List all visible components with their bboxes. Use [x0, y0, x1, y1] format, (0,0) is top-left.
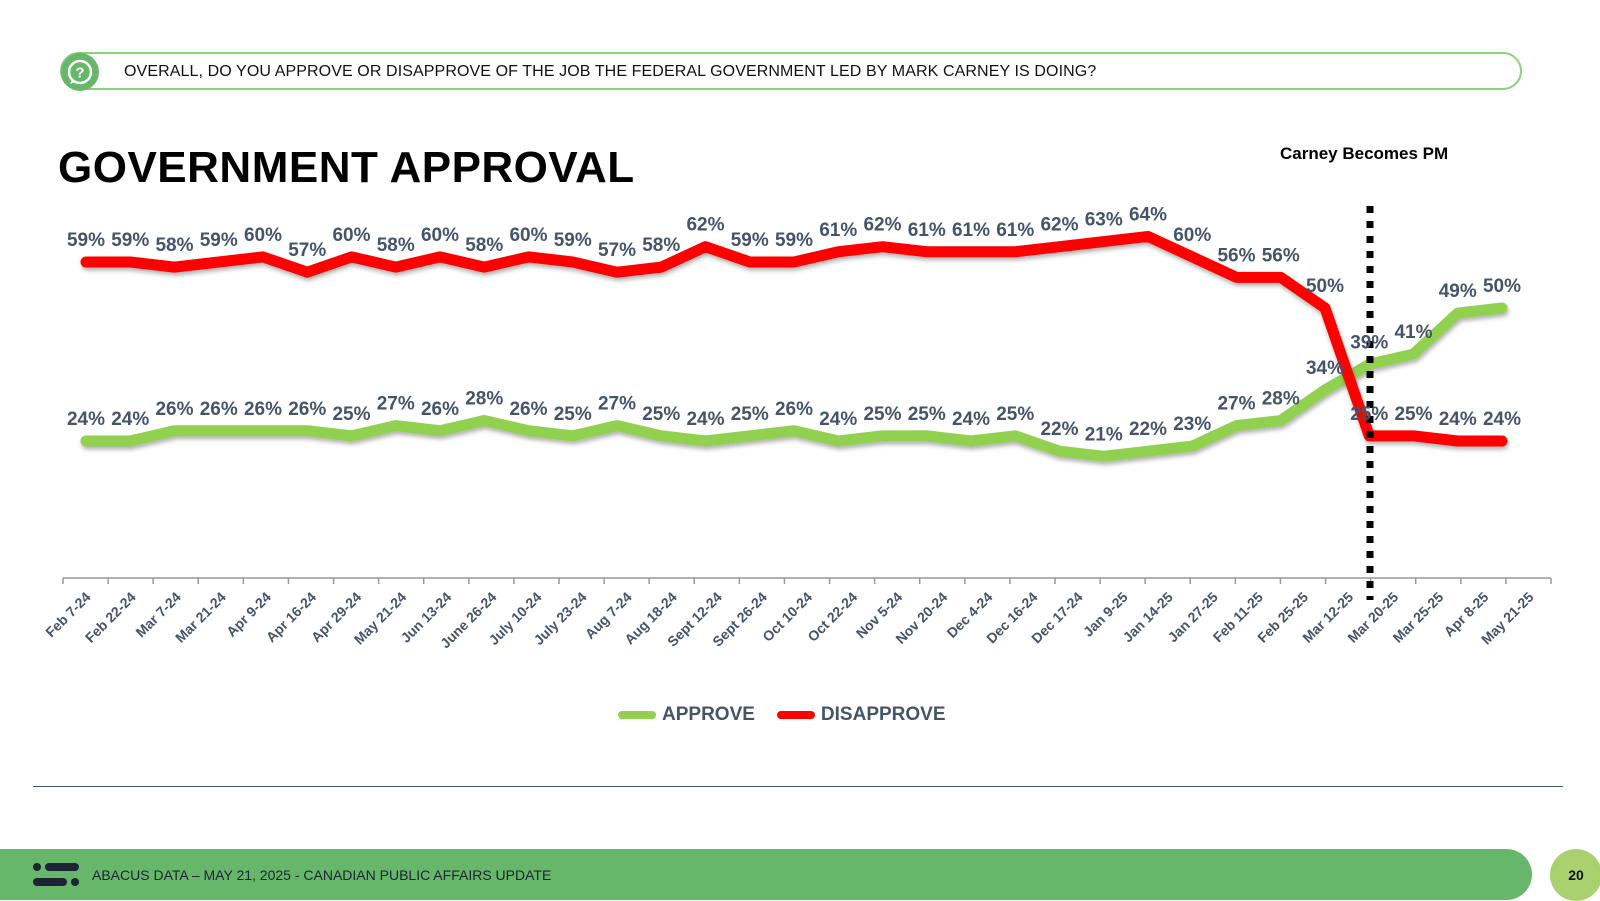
footer-bar — [0, 849, 1532, 900]
data-label: 59% — [111, 230, 149, 251]
data-label: 27% — [377, 394, 415, 415]
data-label: 26% — [288, 399, 326, 420]
data-label: 24% — [111, 409, 149, 430]
disapprove-line — [80, 230, 1508, 447]
data-label: 64% — [1129, 204, 1167, 225]
approve-line — [80, 302, 1508, 462]
data-label: 41% — [1394, 322, 1432, 343]
data-label: 21% — [1085, 424, 1123, 445]
data-label: 24% — [819, 409, 857, 430]
data-label: 24% — [1439, 409, 1477, 430]
data-label: 50% — [1483, 276, 1521, 297]
x-tick-label: Oct 22-24 — [804, 589, 860, 645]
data-label: 24% — [686, 409, 724, 430]
data-label: 58% — [155, 235, 193, 256]
legend-swatch-disapprove — [776, 711, 815, 719]
data-label: 22% — [1040, 419, 1078, 440]
data-label: 27% — [1217, 394, 1255, 415]
page-title: GOVERNMENT APPROVAL — [58, 143, 635, 192]
data-label: 60% — [509, 225, 547, 246]
data-label: 50% — [1306, 276, 1344, 297]
data-label: 28% — [1262, 389, 1300, 410]
data-label: 25% — [863, 404, 901, 425]
legend-label-approve: APPROVE — [662, 704, 755, 725]
data-label: 59% — [775, 230, 813, 251]
data-label: 25% — [554, 404, 592, 425]
data-label: 26% — [244, 399, 282, 420]
data-label: 25% — [1350, 404, 1388, 425]
data-label: 61% — [908, 220, 946, 241]
data-label: 60% — [244, 225, 282, 246]
data-label: 60% — [421, 225, 459, 246]
data-label: 24% — [1483, 409, 1521, 430]
data-label: 61% — [952, 220, 990, 241]
data-label: 61% — [996, 220, 1034, 241]
data-label: 56% — [1262, 245, 1300, 266]
legend-label-disapprove: DISAPPROVE — [820, 704, 946, 725]
data-label: 26% — [155, 399, 193, 420]
data-label: 60% — [332, 225, 370, 246]
legend-swatch-approve — [618, 711, 656, 719]
annotation-label: Carney Becomes PM — [1280, 144, 1449, 163]
abacus-logo-icon — [32, 862, 80, 895]
data-label: 23% — [1173, 414, 1211, 435]
data-label: 25% — [1394, 404, 1432, 425]
data-label: 59% — [200, 230, 238, 251]
data-label: 24% — [67, 409, 105, 430]
data-label: 24% — [952, 409, 990, 430]
data-label: 25% — [731, 404, 769, 425]
data-label: 26% — [421, 399, 459, 420]
data-label: 26% — [775, 399, 813, 420]
data-label: 59% — [67, 230, 105, 251]
chart-legend: APPROVE DISAPPROVE — [618, 704, 958, 726]
data-label: 59% — [554, 230, 592, 251]
data-label: 60% — [1173, 225, 1211, 246]
data-label: 58% — [377, 235, 415, 256]
data-label: 63% — [1085, 210, 1123, 231]
data-label: 25% — [332, 404, 370, 425]
data-label: 58% — [642, 235, 680, 256]
footer-text: ABACUS DATA – MAY 21, 2025 - CANADIAN PU… — [92, 867, 552, 883]
data-label: 57% — [288, 240, 326, 261]
data-label: 25% — [642, 404, 680, 425]
data-label: 61% — [819, 220, 857, 241]
data-label: 56% — [1217, 245, 1255, 266]
data-label: 49% — [1439, 281, 1477, 302]
divider — [33, 786, 1563, 787]
data-label: 58% — [465, 235, 503, 256]
question-chat-icon: ? — [61, 53, 99, 91]
data-label: 34% — [1306, 358, 1344, 379]
data-label: 25% — [908, 404, 946, 425]
data-label: 26% — [200, 399, 238, 420]
data-label: 22% — [1129, 419, 1167, 440]
data-label: 57% — [598, 240, 636, 261]
data-label: 62% — [1040, 215, 1078, 236]
data-label: 27% — [598, 394, 636, 415]
data-label: 28% — [465, 389, 503, 410]
data-label: 59% — [731, 230, 769, 251]
data-label: 62% — [863, 215, 901, 236]
data-label: 39% — [1350, 332, 1388, 353]
page-number: 20 — [1550, 849, 1600, 901]
data-label: 25% — [996, 404, 1034, 425]
data-label: 26% — [509, 399, 547, 420]
legend-approve: APPROVE — [618, 704, 755, 726]
data-label: 62% — [686, 215, 724, 236]
legend-disapprove: DISAPPROVE — [776, 704, 946, 726]
question-text: OVERALL, DO YOU APPROVE OR DISAPPROVE OF… — [124, 63, 1097, 80]
svg-text:?: ? — [75, 65, 84, 82]
